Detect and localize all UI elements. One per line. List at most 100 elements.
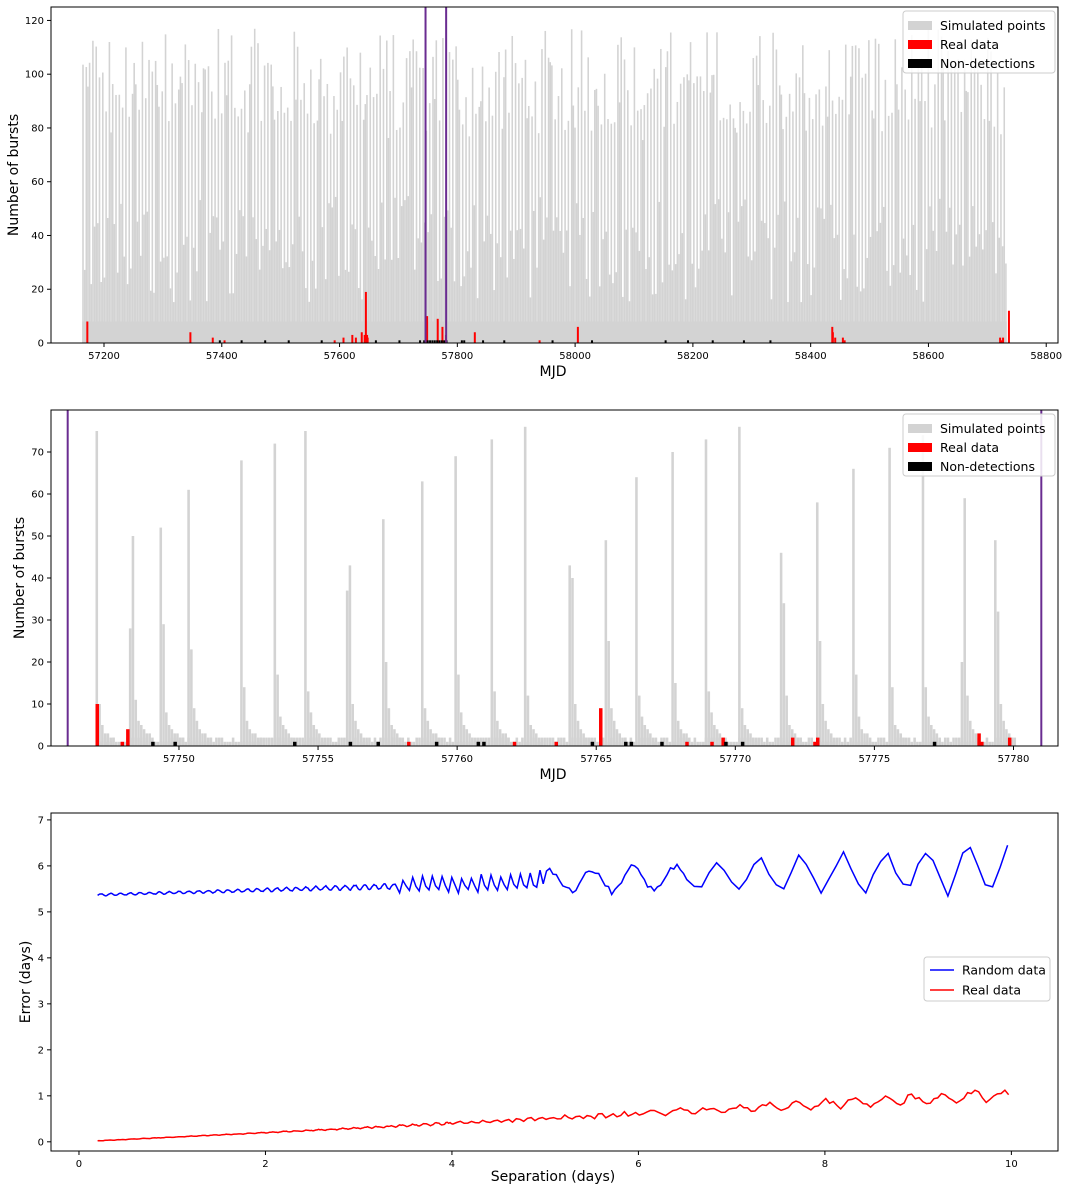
- p2-sim-bar: [966, 695, 969, 746]
- p2-sim-base: [304, 741, 307, 746]
- p1-legend: Simulated points Real data Non-detections: [902, 10, 1056, 74]
- p1-sim-bar: [953, 63, 956, 343]
- p1-sim-bar: [965, 90, 968, 343]
- p1-sim-bar: [285, 262, 287, 343]
- p2-sim-bar: [968, 720, 972, 746]
- p2-ytick-label: 40: [31, 574, 44, 585]
- p1-sim-bar: [605, 231, 608, 343]
- p2-sim-bar: [888, 447, 891, 746]
- p3-ytick-label: 6: [38, 861, 44, 872]
- p2-sim-base: [337, 737, 341, 746]
- p1-sim-bar: [222, 241, 225, 343]
- p2-sim-bar: [106, 733, 110, 746]
- p1-sim-bar: [310, 69, 312, 343]
- p2-sim-base: [799, 737, 802, 746]
- p1-sim-bar: [678, 254, 680, 343]
- p1-sim-bar: [818, 89, 821, 343]
- p1-legend-label: Non-detections: [940, 56, 1035, 71]
- p2-sim-base: [229, 741, 232, 746]
- p2-sim-base: [131, 737, 135, 746]
- p1-sim-bar: [925, 249, 928, 343]
- p1-sim-bar: [293, 31, 296, 344]
- p1-sim-bar: [877, 43, 880, 344]
- p1-sim-bar: [192, 247, 195, 343]
- p2-sim-base: [782, 741, 786, 746]
- p2-sim-bar: [281, 725, 285, 746]
- p1-xlabel: MJD: [540, 364, 567, 380]
- p1-legend-swatch: [908, 59, 932, 68]
- p2-sim-base: [295, 737, 299, 746]
- p1-sim-bar: [749, 111, 751, 343]
- p2-sim-base: [955, 737, 958, 746]
- p1-sim-bar: [521, 77, 523, 343]
- p1-sim-bar: [85, 67, 88, 343]
- p1-sim-bar: [389, 91, 391, 344]
- p2-sim-base: [356, 741, 360, 746]
- p1-sim-bar: [415, 51, 418, 344]
- p2-sim-base: [504, 741, 507, 746]
- p1-sim-bar: [463, 276, 466, 343]
- p2-sim-base: [390, 737, 393, 746]
- p1-sim-bar: [409, 51, 411, 344]
- p2-sim-base: [701, 741, 705, 746]
- p2-sim-base: [738, 737, 741, 746]
- p2-real-bar: [1007, 737, 1012, 746]
- p2-sim-base: [857, 741, 861, 746]
- p1-sim-bar: [288, 267, 291, 343]
- p2-nondetect-bar: [590, 741, 595, 746]
- p2-sim-bar: [738, 426, 741, 746]
- p2-sim-base: [231, 737, 235, 746]
- p2-sim-base: [807, 737, 811, 746]
- p1-sim-bar: [549, 62, 552, 343]
- p1-sim-bar: [87, 86, 89, 344]
- p1-sim-bar: [712, 74, 715, 343]
- p1-sim-bar: [184, 44, 187, 343]
- p2-sim-bar: [273, 443, 277, 746]
- p1-sim-bar: [935, 250, 938, 343]
- p2-sim-base: [351, 741, 354, 746]
- p2-xtick-label: 57770: [719, 754, 751, 765]
- p1-sim-bar: [942, 64, 944, 343]
- p2-legend-swatch: [908, 462, 932, 471]
- p1-sim-bar: [414, 269, 416, 343]
- p1-sim-bar: [546, 217, 548, 343]
- p1-sim-bar: [939, 198, 941, 343]
- p2-sim-base: [548, 737, 552, 746]
- p2-sim-bar: [963, 498, 966, 746]
- p1-sim-bar: [873, 118, 875, 344]
- p1-sim-bar: [823, 218, 826, 343]
- p1-sim-bar: [556, 217, 558, 343]
- p2-sim-base: [412, 741, 416, 746]
- p2-sim-base: [615, 741, 619, 746]
- p2-real-bar: [977, 733, 981, 746]
- p2-sim-bar: [457, 674, 460, 746]
- p2-sim-base: [715, 737, 719, 746]
- p1-sim-bar: [100, 282, 102, 343]
- p1-sim-bar: [448, 52, 451, 343]
- p2-sim-base: [148, 737, 151, 746]
- p1-sim-bar: [460, 286, 462, 343]
- p2-sim-base: [693, 737, 697, 746]
- p1-sim-bar: [846, 278, 849, 343]
- p2-sim-bar: [635, 477, 638, 746]
- p1-sim-bar: [133, 62, 135, 343]
- p1-sim-bar: [435, 40, 438, 344]
- p1-sim-bar: [977, 62, 979, 343]
- p2-sim-base: [354, 737, 357, 746]
- p2-sim-base: [362, 741, 366, 746]
- p2-sim-base: [996, 737, 1000, 746]
- p2-sim-bar: [852, 468, 855, 746]
- p2-sim-bar: [248, 729, 252, 746]
- p1-sim-bar: [471, 67, 474, 343]
- p2-sim-base: [579, 741, 583, 746]
- p2-sim-base: [835, 741, 839, 746]
- p1-real-bar: [364, 291, 367, 343]
- p2-sim-base: [170, 737, 174, 746]
- p2-sim-bar: [682, 733, 686, 746]
- p2-sim-bar: [743, 725, 747, 746]
- p1-sim-bar: [590, 130, 593, 343]
- p1-sim-bar: [957, 59, 959, 344]
- p2-sim-base: [893, 741, 897, 746]
- p1-sim-bar: [1003, 87, 1006, 344]
- p2-sim-base: [320, 741, 324, 746]
